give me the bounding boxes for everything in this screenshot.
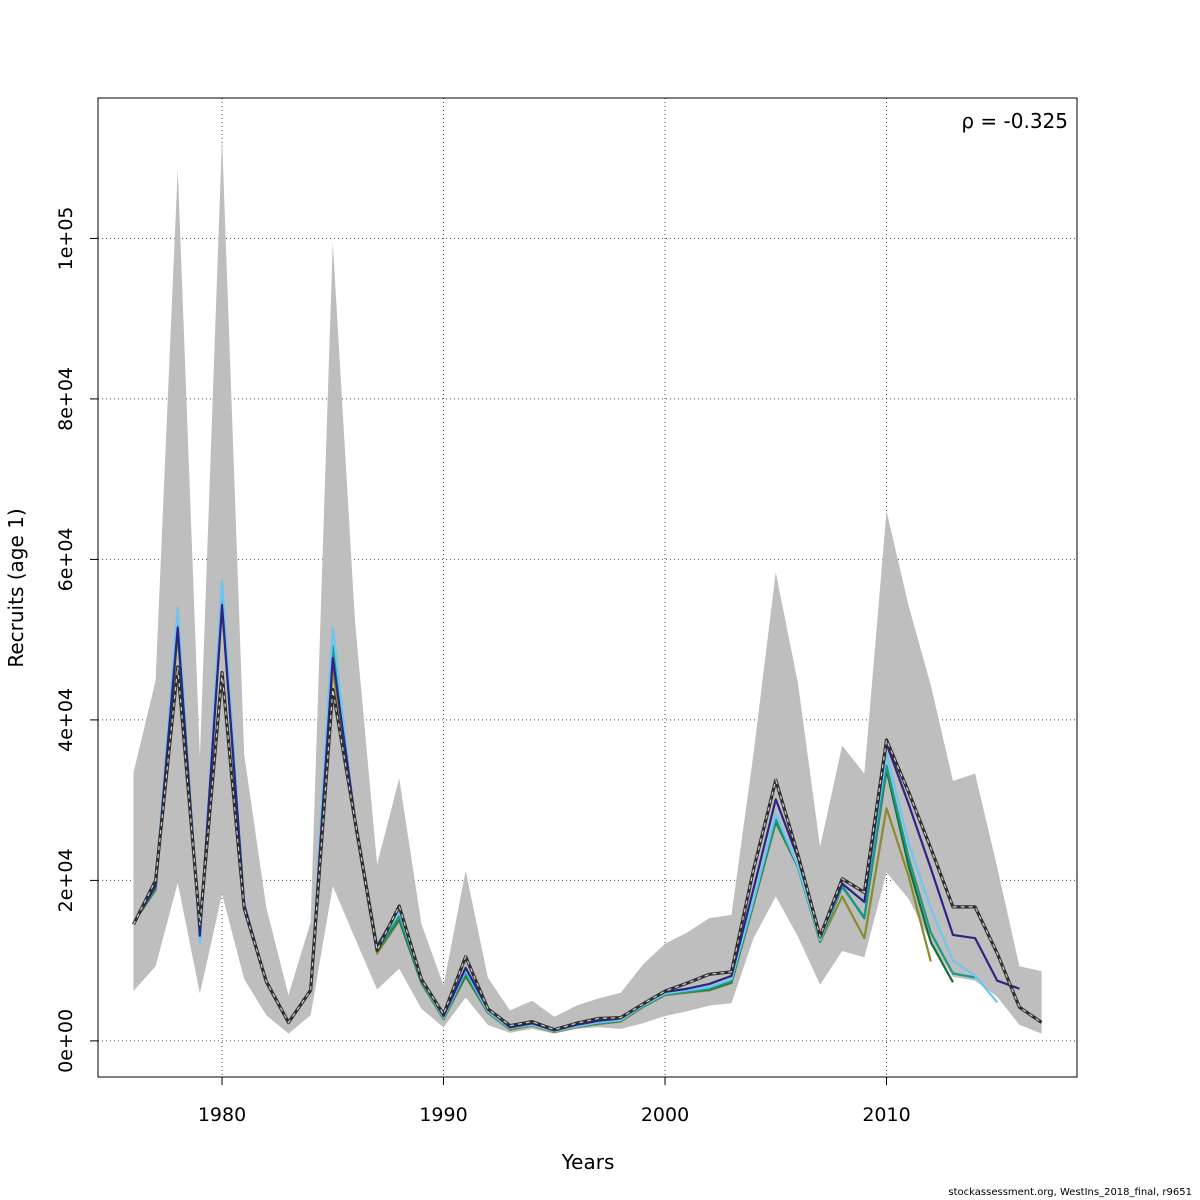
- y-tick-label: 4e+04: [55, 688, 77, 752]
- rho-annotation: ρ = -0.325: [961, 109, 1068, 133]
- x-tick-label: 1990: [419, 1104, 467, 1126]
- series-lines: [132, 579, 1043, 1034]
- y-tick-label: 2e+04: [55, 848, 77, 912]
- series-line-dash: [132, 666, 1042, 1031]
- y-tick-label: 8e+04: [55, 367, 77, 431]
- y-tick-label: 1e+05: [55, 206, 77, 270]
- x-axis: 1980 1990 2000 2010: [198, 1077, 911, 1126]
- source-credit: stockassessment.org, WestIns_2018_final,…: [948, 1187, 1192, 1198]
- y-axis: 0e+00 2e+04 4e+04 6e+04 8e+04 1e+05: [55, 206, 98, 1073]
- x-axis-title: Years: [561, 1150, 615, 1174]
- x-tick-label: 2000: [641, 1104, 689, 1126]
- plot-frame: [97, 97, 1078, 1078]
- y-tick-label: 0e+00: [55, 1009, 77, 1073]
- confidence-band: [133, 137, 1042, 1034]
- y-tick-label: 6e+04: [55, 527, 77, 591]
- confidence-band-area: [133, 137, 1042, 1034]
- x-tick-label: 1980: [198, 1104, 246, 1126]
- x-tick-label: 2010: [862, 1104, 910, 1126]
- y-axis-title: Recruits (age 1): [4, 508, 28, 667]
